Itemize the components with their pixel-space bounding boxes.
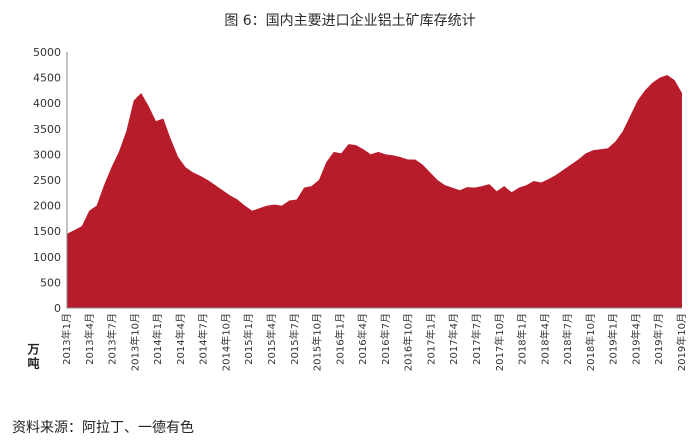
x-tick-label: 2019年10月 xyxy=(675,313,688,371)
x-tick-label: 2014年7月 xyxy=(197,313,210,365)
x-tick-label: 2014年10月 xyxy=(219,313,232,371)
y-tick-label: 0 xyxy=(54,302,61,315)
x-tick-label: 2015年7月 xyxy=(288,313,301,365)
x-tick-label: 2016年1月 xyxy=(333,313,346,365)
inventory-area-series xyxy=(67,75,682,308)
x-tick-label: 2018年10月 xyxy=(584,313,597,371)
y-axis-unit-label: 万吨 xyxy=(26,343,40,371)
source-note: 资料来源：阿拉丁、一德有色 xyxy=(12,420,194,436)
y-tick-label: 5000 xyxy=(33,46,61,59)
x-tick-label: 2019年1月 xyxy=(607,313,620,365)
x-tick-label: 2013年4月 xyxy=(83,313,96,365)
x-tick-label: 2018年7月 xyxy=(561,313,574,365)
y-tick-label: 2500 xyxy=(33,174,61,187)
x-tick-label: 2014年1月 xyxy=(151,313,164,365)
y-tick-label: 1000 xyxy=(33,251,61,264)
x-tick-label: 2016年10月 xyxy=(402,313,415,371)
x-tick-label: 2015年1月 xyxy=(242,313,255,365)
x-tick-label: 2019年7月 xyxy=(652,313,665,365)
x-tick-label: 2017年4月 xyxy=(447,313,460,365)
y-tick-label: 500 xyxy=(40,276,61,289)
x-tick-label: 2016年4月 xyxy=(356,313,369,365)
y-tick-label: 3000 xyxy=(33,148,61,161)
y-tick-label: 4000 xyxy=(33,97,61,110)
x-tick-label: 2013年7月 xyxy=(106,313,119,365)
chart-title: 图 6：国内主要进口企业铝土矿库存统计 xyxy=(224,13,476,29)
x-tick-label: 2016年7月 xyxy=(379,313,392,365)
x-tick-label: 2018年1月 xyxy=(516,313,529,365)
x-tick-label: 2015年10月 xyxy=(311,313,324,371)
x-tick-label: 2014年4月 xyxy=(174,313,187,365)
x-tick-label: 2015年4月 xyxy=(265,313,278,365)
x-tick-label: 2013年10月 xyxy=(128,313,141,371)
x-tick-label: 2013年1月 xyxy=(60,313,73,365)
y-tick-label: 1500 xyxy=(33,225,61,238)
x-tick-label: 2018年4月 xyxy=(538,313,551,365)
y-tick-label: 3500 xyxy=(33,123,61,136)
y-tick-label: 4500 xyxy=(33,72,61,85)
x-tick-label: 2017年1月 xyxy=(424,313,437,365)
x-tick-label: 2017年7月 xyxy=(470,313,483,365)
y-tick-label: 2000 xyxy=(33,200,61,213)
x-tick-label: 2019年4月 xyxy=(629,313,642,365)
x-tick-label: 2017年10月 xyxy=(493,313,506,371)
